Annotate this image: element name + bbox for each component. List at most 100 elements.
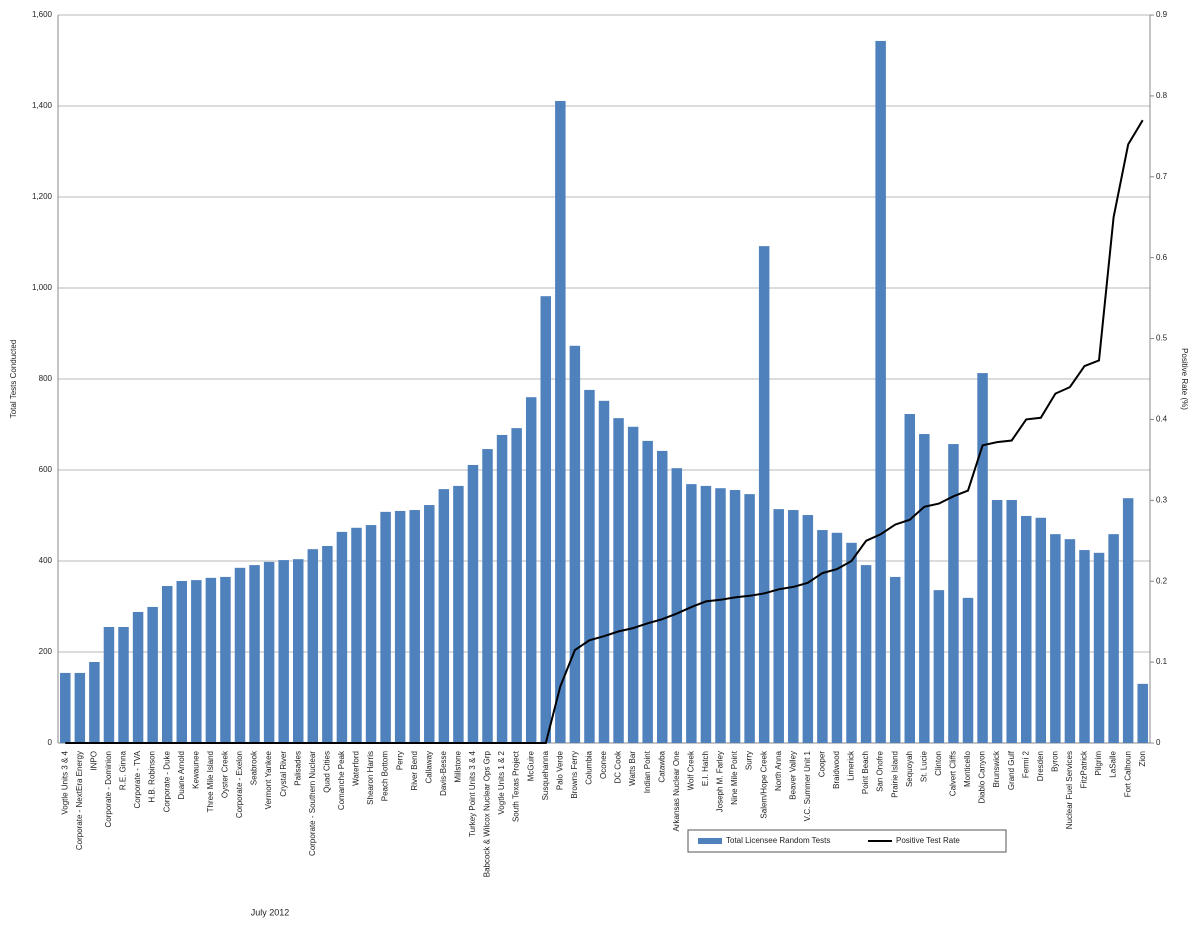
x-tick-label: Beaver Valley bbox=[788, 751, 797, 800]
y2-tick-label: 0.6 bbox=[1156, 253, 1168, 262]
bar bbox=[1050, 534, 1061, 743]
x-tick-label: Davis-Besse bbox=[439, 750, 448, 795]
x-tick-label: Babcock & Wilcox Nuclear Ops Grp bbox=[483, 750, 492, 877]
legend-box bbox=[687, 829, 1007, 853]
bar bbox=[569, 345, 581, 743]
bar bbox=[904, 414, 916, 743]
bar bbox=[336, 531, 348, 743]
x-tick-label: Dresden bbox=[1036, 751, 1045, 781]
x-tick-label: Watts Bar bbox=[628, 751, 637, 786]
x-tick-label: St. Lucie bbox=[919, 750, 928, 782]
x-tick-label: Waterford bbox=[352, 751, 361, 786]
bar bbox=[715, 488, 726, 743]
x-tick-label: Nuclear Fuel Services bbox=[1065, 751, 1074, 829]
x-tick-label: DC Cook bbox=[614, 750, 623, 783]
bar bbox=[307, 549, 319, 743]
x-tick-label: Grand Gulf bbox=[1007, 750, 1016, 790]
x-tick-label: Point Beach bbox=[861, 751, 870, 794]
bar bbox=[1035, 517, 1047, 743]
bar bbox=[613, 418, 624, 743]
x-tick-label: Clinton bbox=[934, 751, 943, 776]
y-tick-label: 1,600 bbox=[32, 10, 53, 19]
bar bbox=[365, 525, 377, 743]
x-tick-label: Arkansas Nuclear One bbox=[672, 750, 681, 831]
bar bbox=[889, 576, 901, 743]
bar bbox=[89, 662, 100, 743]
x-tick-label: Corporate - NextEra Energy bbox=[75, 751, 84, 850]
bar bbox=[438, 489, 450, 743]
bar bbox=[424, 505, 435, 743]
footnote: July 2012 bbox=[251, 907, 290, 917]
bar bbox=[394, 510, 406, 743]
x-tick-label: Corporate - Exelon bbox=[235, 751, 244, 818]
y2-tick-label: 0.8 bbox=[1156, 91, 1168, 100]
bar bbox=[584, 389, 595, 743]
y2-tick-label: 0.9 bbox=[1156, 10, 1168, 19]
bar bbox=[729, 490, 741, 743]
bar bbox=[656, 450, 668, 743]
bar bbox=[1122, 498, 1134, 743]
bar bbox=[496, 434, 508, 743]
legend-swatch bbox=[698, 838, 722, 844]
bar bbox=[788, 510, 799, 743]
x-tick-label: Joseph M. Farley bbox=[716, 751, 725, 812]
bar bbox=[1064, 539, 1076, 743]
x-tick-label: Fort Calhoun bbox=[1123, 751, 1132, 797]
bar bbox=[758, 246, 770, 743]
y2-tick-label: 0.2 bbox=[1156, 576, 1168, 585]
x-tick-label: Quad Cities bbox=[322, 751, 331, 793]
bar bbox=[234, 567, 246, 743]
x-tick-label: Shearon Harris bbox=[366, 751, 375, 805]
bar bbox=[292, 559, 304, 743]
x-tick-label: Catawba bbox=[657, 750, 666, 782]
bar bbox=[525, 397, 537, 743]
x-tick-label: Three Mile Island bbox=[206, 751, 215, 812]
y-axis-label: Total Tests Conducted bbox=[9, 340, 18, 419]
y2-tick-label: 0.3 bbox=[1156, 495, 1168, 504]
x-tick-label: Corporate - TVA bbox=[133, 750, 142, 808]
x-tick-label: Nine Mile Point bbox=[730, 750, 739, 805]
bar bbox=[74, 672, 86, 743]
bar bbox=[322, 545, 333, 743]
bar bbox=[875, 40, 886, 744]
bar bbox=[817, 530, 828, 743]
x-tick-label: Columbia bbox=[585, 750, 594, 784]
x-tick-label: Wolf Creek bbox=[686, 750, 695, 790]
x-tick-label: North Anna bbox=[774, 750, 783, 791]
y2-tick-label: 0 bbox=[1156, 738, 1161, 747]
bar bbox=[220, 576, 231, 743]
x-tick-label: Kewaunee bbox=[191, 750, 200, 788]
bar bbox=[453, 485, 464, 743]
x-tick-label: Cooper bbox=[818, 751, 827, 778]
bar bbox=[132, 611, 144, 743]
x-tick-label: McGuire bbox=[526, 750, 535, 781]
bar bbox=[511, 428, 522, 743]
bar bbox=[919, 434, 930, 743]
x-tick-label: Turkey Point Units 3 & 4 bbox=[468, 750, 477, 837]
bar bbox=[1020, 515, 1032, 743]
bar bbox=[103, 626, 115, 743]
bar bbox=[686, 484, 697, 743]
x-tick-label: Duane Arnold bbox=[177, 751, 186, 799]
x-tick-label: E.I. Hatch bbox=[701, 751, 710, 786]
x-tick-label: V.C. Summer Unit 1 bbox=[803, 750, 812, 821]
bar bbox=[1108, 534, 1119, 743]
x-tick-label: Peach Bottom bbox=[381, 751, 390, 802]
bar bbox=[205, 577, 217, 743]
x-tick-label: Seabrook bbox=[250, 750, 259, 785]
x-tick-label: FitzPatrick bbox=[1080, 750, 1089, 788]
bar bbox=[409, 510, 420, 743]
bar bbox=[773, 509, 784, 743]
x-tick-label: Brunswick bbox=[992, 750, 1001, 787]
y-tick-label: 600 bbox=[39, 465, 53, 474]
bar bbox=[991, 500, 1003, 743]
line bbox=[65, 119, 1144, 744]
y-tick-label: 1,400 bbox=[32, 101, 53, 110]
x-tick-label: Browns Ferry bbox=[570, 751, 579, 799]
x-tick-label: Corporate - Duke bbox=[162, 750, 171, 812]
bar bbox=[278, 560, 289, 743]
y-tick-label: 1,000 bbox=[32, 283, 53, 292]
bar bbox=[540, 296, 552, 743]
bar bbox=[831, 532, 843, 743]
x-tick-label: R.E. Ginna bbox=[119, 750, 128, 790]
